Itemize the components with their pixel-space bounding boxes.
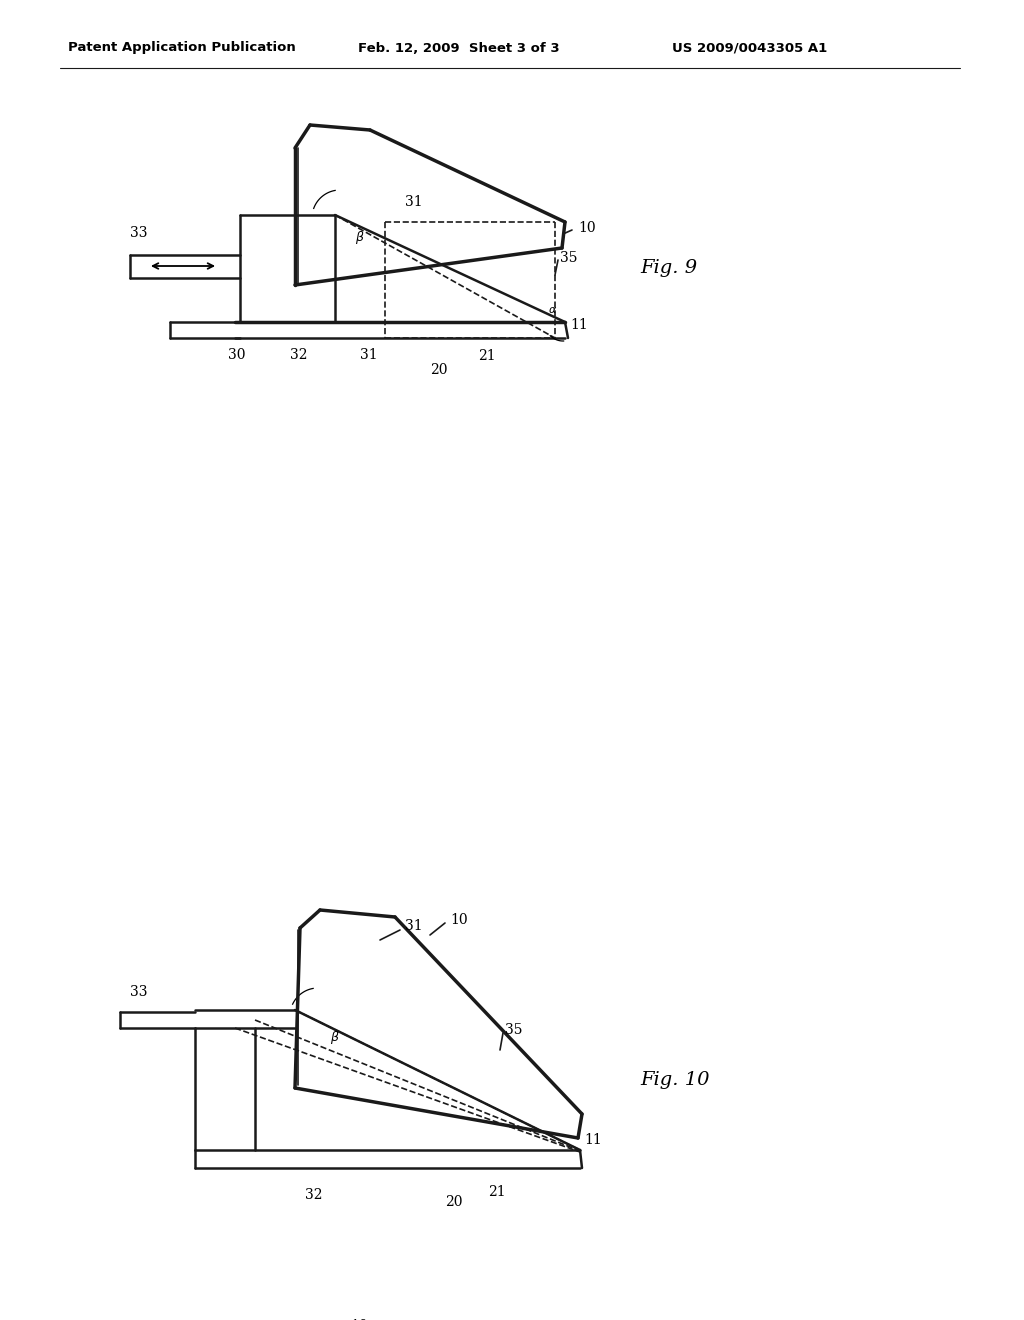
Text: 10: 10 xyxy=(578,220,596,235)
Text: Fig. 9: Fig. 9 xyxy=(640,259,697,277)
Text: $\beta$: $\beta$ xyxy=(355,230,365,247)
Text: 33: 33 xyxy=(130,226,147,240)
Text: 20: 20 xyxy=(445,1195,463,1209)
Text: $\alpha$: $\alpha$ xyxy=(548,305,557,315)
Text: 31: 31 xyxy=(360,348,378,362)
Text: 32: 32 xyxy=(290,348,307,362)
Text: $\beta$: $\beta$ xyxy=(330,1030,340,1047)
Text: 11: 11 xyxy=(584,1133,602,1147)
Text: Feb. 12, 2009  Sheet 3 of 3: Feb. 12, 2009 Sheet 3 of 3 xyxy=(358,41,560,54)
Text: Patent Application Publication: Patent Application Publication xyxy=(68,41,296,54)
Text: 35: 35 xyxy=(560,251,578,265)
Text: 21: 21 xyxy=(488,1185,506,1199)
Text: 32: 32 xyxy=(305,1188,323,1203)
Text: 21: 21 xyxy=(478,348,496,363)
Text: 10: 10 xyxy=(450,913,468,927)
Text: 20: 20 xyxy=(430,363,447,378)
Text: US 2009/0043305 A1: US 2009/0043305 A1 xyxy=(672,41,827,54)
Text: Fig. 10: Fig. 10 xyxy=(640,1071,710,1089)
Text: 35: 35 xyxy=(505,1023,522,1038)
Text: 11: 11 xyxy=(570,318,588,333)
Text: 30: 30 xyxy=(228,348,246,362)
Text: 31: 31 xyxy=(406,195,423,209)
Text: 31: 31 xyxy=(406,919,423,933)
Text: 33: 33 xyxy=(130,985,147,999)
